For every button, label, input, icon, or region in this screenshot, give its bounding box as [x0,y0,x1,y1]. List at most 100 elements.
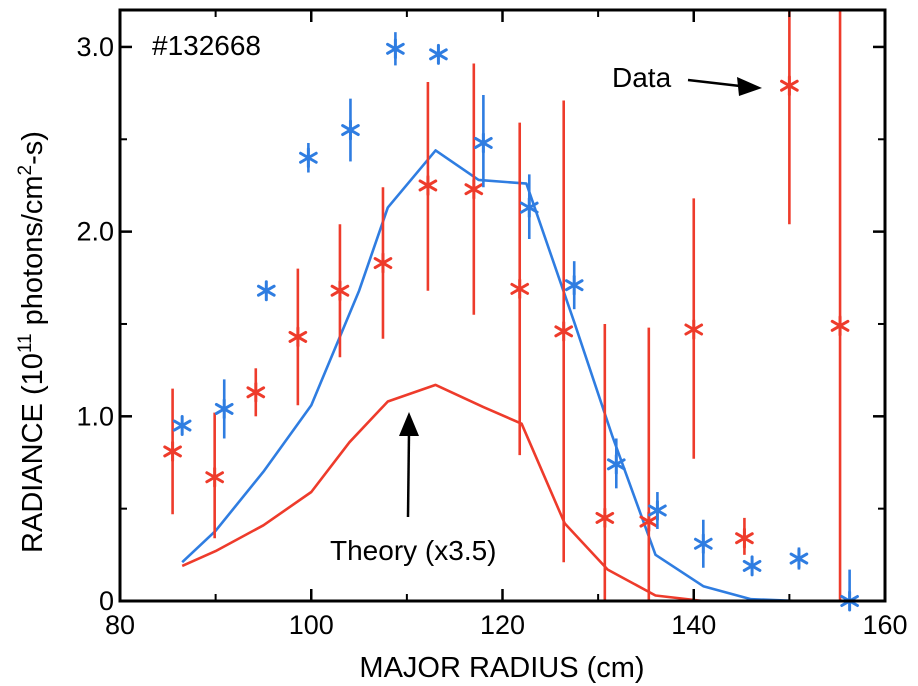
red-data-point-3 [288,268,308,406]
blue-data-point-1 [214,379,234,439]
marker-stroke [639,515,659,528]
marker-stroke [519,201,539,214]
blue-asterisk-marker-9 [564,274,584,296]
marker-stroke [299,151,318,164]
red-asterisk-marker-1 [205,466,224,488]
blue-asterisk-marker-1 [214,398,234,420]
blue-asterisk-marker-12 [693,533,713,555]
red-data-point-12 [684,198,704,459]
marker-stroke [648,504,667,517]
marker-stroke [564,279,584,292]
red-asterisk-marker-0 [163,440,182,462]
red-asterisk-marker-14 [780,75,799,97]
red-asterisk-marker-13 [735,527,754,549]
red-asterisk-marker-4 [330,280,350,302]
red-data-point-6 [418,82,438,291]
blue-asterisk-marker-5 [386,38,405,60]
blue-asterisk-marker-3 [299,147,318,169]
blue-data-point-3 [299,142,318,173]
y-title-part-1: RADIANCE (10 [17,353,49,553]
blue-data-point-0 [172,415,192,437]
x-tick-label-80: 80 [105,610,135,640]
x-axis-title: MAJOR RADIUS (cm) [359,652,644,684]
blue-data-point-13 [742,555,762,577]
marker-stroke [373,257,393,270]
marker-stroke [429,48,448,61]
blue-data-point-8 [519,174,539,240]
red-data-point-15 [830,10,850,601]
data-annotation-label: Data [612,62,672,93]
y-tick-label-0: 0 [99,586,114,616]
marker-stroke [163,445,182,458]
y-title-exponent-2: 2 [15,165,36,176]
red-data-point-5 [373,187,393,339]
theory-annotation-label: Theory (x3.5) [330,535,497,566]
marker-stroke [554,325,574,338]
blue-asterisk-marker-6 [429,43,448,65]
blue-asterisk-marker-8 [519,197,539,219]
red-asterisk-marker-3 [288,326,308,348]
red-asterisk-marker-12 [684,319,704,341]
marker-stroke [386,42,405,55]
red-data-point-1 [205,412,224,539]
marker-stroke [246,386,266,399]
blue-data-point-2 [256,280,276,302]
marker-stroke [735,532,754,545]
red-data-point-13 [735,517,754,555]
y-tick-label-2: 2.0 [76,217,114,247]
marker-stroke [830,319,850,332]
marker-stroke [464,183,484,196]
blue-asterisk-marker-14 [789,548,809,570]
data-annotation-arrow [687,77,762,96]
marker-stroke [789,552,809,565]
red-asterisk-marker-2 [246,381,266,403]
red-asterisk-marker-5 [373,252,393,274]
red-asterisk-marker-10 [595,507,615,529]
marker-stroke [606,458,626,471]
marker-stroke [214,402,234,415]
marker-stroke [288,330,308,343]
marker-stroke [256,284,276,297]
blue-asterisk-marker-4 [341,119,360,141]
red-asterisk-marker-6 [418,174,438,196]
y-tick-label-1: 1.0 [76,401,114,431]
theory-annotation-arrow [399,412,419,518]
blue-data-point-12 [693,519,713,568]
blue-data-point-11 [648,492,667,529]
blue-data-point-9 [564,261,584,310]
x-tick-label-140: 140 [671,610,716,640]
y-axis-title: RADIANCE (1011 photons/cm2-s) [15,131,49,553]
blue-asterisk-marker-0 [172,415,192,437]
shot-number-label: #132668 [152,30,261,61]
x-tick-label-120: 120 [480,610,525,640]
marker-stroke [510,282,530,295]
blue-data-point-4 [341,98,360,162]
marker-stroke [205,471,224,484]
marker-stroke [693,537,713,550]
blue-asterisk-marker-11 [648,500,667,522]
marker-stroke [474,136,493,149]
marker-stroke [684,323,704,336]
red-asterisk-marker-15 [830,315,850,337]
red-data-point-14 [780,10,799,225]
blue-data-point-6 [429,43,448,65]
red-data-point-7 [464,63,484,315]
y-title-part-3: -s) [17,131,49,165]
x-tick-label-160: 160 [862,610,907,640]
plot-marks [163,10,859,612]
red-data-point-10 [595,323,615,601]
red-data-point-0 [163,388,182,515]
marker-stroke [341,124,360,137]
y-title-part-2: photons/cm [17,175,49,333]
blue-asterisk-marker-2 [256,280,276,302]
red-data-point-2 [246,368,266,417]
red-asterisk-marker-7 [464,178,484,200]
red-data-point-8 [510,122,530,456]
marker-stroke [780,79,799,92]
marker-stroke [418,179,438,192]
red-asterisk-marker-8 [510,278,530,300]
blue-data-point-7 [474,94,493,188]
red-asterisk-marker-9 [554,320,574,342]
